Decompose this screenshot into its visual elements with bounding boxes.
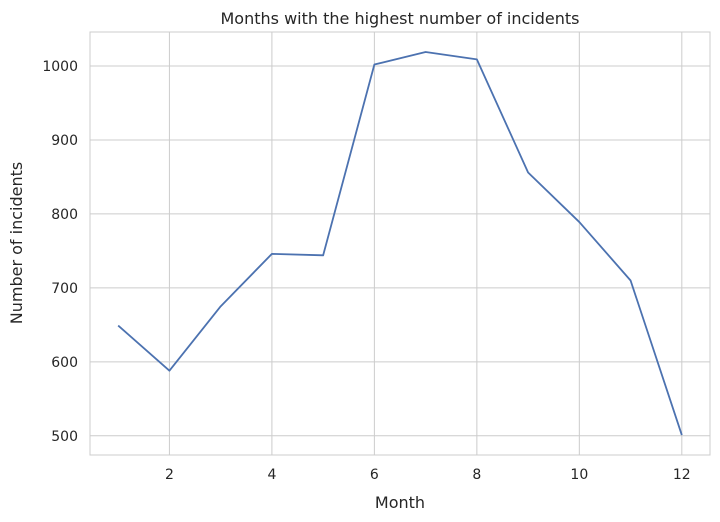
x-tick-label: 4: [267, 467, 276, 483]
x-tick-label: 10: [570, 467, 588, 483]
y-tick-labels: 500 600 700 800 900 1000: [42, 59, 78, 445]
x-axis-label: Month: [375, 493, 425, 512]
chart-title: Months with the highest number of incide…: [221, 9, 580, 28]
y-tick-label: 600: [51, 355, 78, 371]
x-tick-label: 2: [165, 467, 174, 483]
y-tick-label: 500: [51, 429, 78, 445]
y-tick-label: 800: [51, 207, 78, 223]
y-tick-label: 1000: [42, 59, 78, 75]
series-line: [117, 51, 683, 436]
y-axis-label: Number of incidents: [7, 162, 26, 324]
grid-lines: [90, 32, 710, 455]
x-tick-label: 6: [370, 467, 379, 483]
plot-area: [90, 32, 710, 455]
x-tick-label: 8: [472, 467, 481, 483]
y-tick-label: 700: [51, 281, 78, 297]
y-tick-label: 900: [51, 133, 78, 149]
x-tick-label: 12: [673, 467, 691, 483]
series-layer: [117, 51, 683, 436]
plot-border: [89, 31, 711, 456]
plot-frame: [89, 31, 711, 456]
x-tick-labels: 2 4 6 8 10 12: [165, 467, 691, 483]
